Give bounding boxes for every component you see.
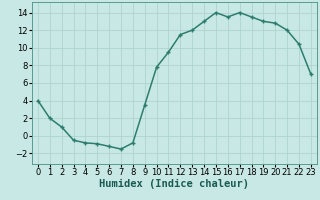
X-axis label: Humidex (Indice chaleur): Humidex (Indice chaleur) [100,179,249,189]
